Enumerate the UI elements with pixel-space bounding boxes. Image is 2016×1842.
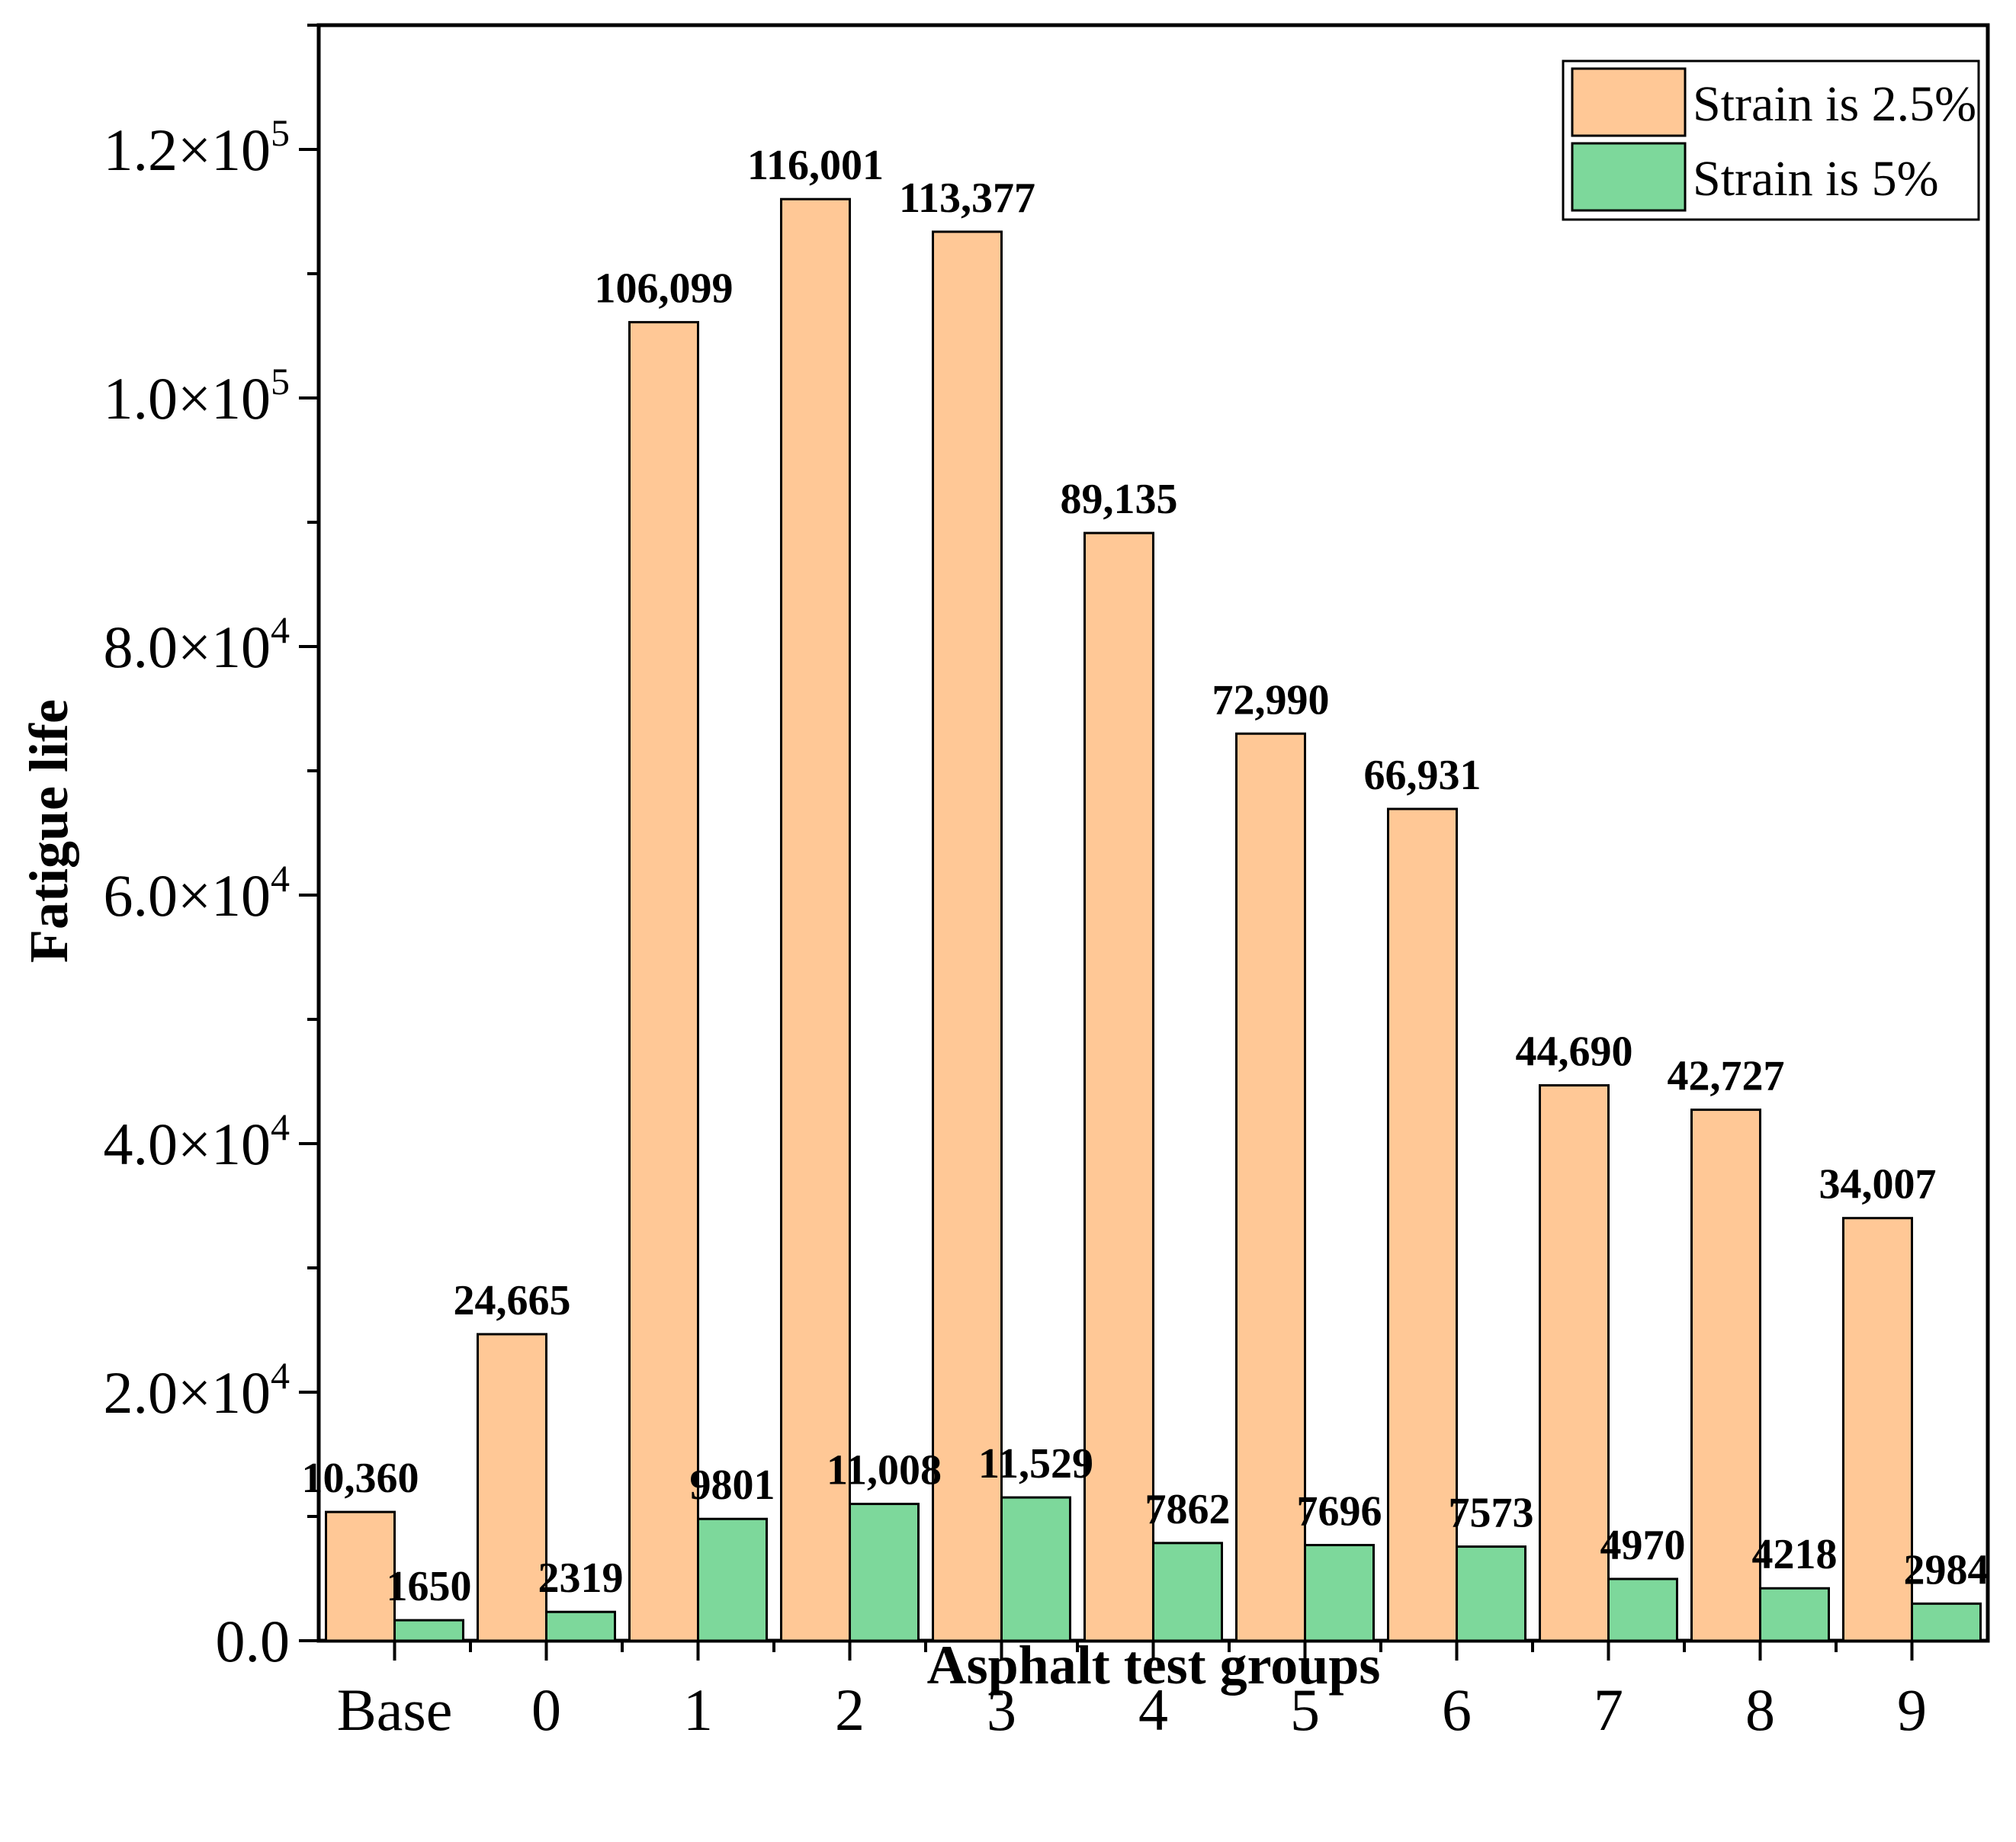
data-label-strain-2-5: 44,690 (1516, 1029, 1633, 1076)
bar-strain-5 (545, 1610, 616, 1642)
x-axis-title: Asphalt test groups (927, 1635, 1381, 1696)
data-label-strain-2-5: 10,360 (302, 1455, 419, 1502)
bar-strain-5 (1759, 1587, 1830, 1642)
bar-strain-2-5 (628, 321, 699, 1642)
bar-strain-5 (1456, 1545, 1526, 1642)
x-tick-label: 6 (1442, 1677, 1472, 1743)
bar-strain-2-5 (780, 197, 851, 1642)
axes: 0.02.0×1044.0×1046.0×1048.0×1041.0×1051.… (104, 23, 1990, 1743)
y-tick-exponent: 4 (271, 1106, 290, 1148)
y-tick-exponent: 5 (271, 111, 290, 154)
bar-strain-2-5 (1842, 1217, 1913, 1642)
y-tick-mantissa: 1.2×10 (104, 117, 271, 183)
bar-strain-5 (1911, 1602, 1982, 1642)
bar-strain-5 (1607, 1577, 1678, 1642)
data-labels: 10,360 1650 24,665 2319 106,099 9801 116,001 11… (302, 142, 1989, 1610)
y-tick-exponent: 4 (271, 1354, 290, 1397)
data-label-strain-5: 2319 (538, 1555, 624, 1602)
bar-strain-2-5 (1083, 531, 1154, 1642)
data-label-strain-5: 9801 (690, 1462, 775, 1509)
bar-strain-2-5 (325, 1510, 396, 1642)
x-tick-label: 2 (835, 1677, 865, 1743)
y-tick-mantissa: 1.0×10 (104, 365, 271, 432)
x-tick-label: 8 (1745, 1677, 1775, 1743)
y-tick-exponent: 4 (271, 608, 290, 651)
y-tick-label: 0.0 (216, 1608, 291, 1674)
legend-swatch (1571, 67, 1687, 137)
y-tick-label: 2.0×104 (104, 1354, 291, 1426)
data-label-strain-2-5: 42,727 (1668, 1053, 1785, 1100)
y-tick-mantissa: 6.0×10 (104, 862, 271, 929)
data-label-strain-5: 7573 (1449, 1490, 1534, 1537)
y-axis-title: Fatigue life (18, 699, 79, 963)
x-tick-label: 0 (531, 1677, 561, 1743)
bar-strain-2-5 (1690, 1109, 1761, 1642)
data-label-strain-2-5: 34,007 (1819, 1161, 1937, 1208)
legend: Strain is 2.5% Strain is 5% (1562, 59, 1980, 221)
data-label-strain-2-5: 66,931 (1364, 752, 1482, 799)
data-label-strain-2-5: 89,135 (1061, 476, 1178, 523)
x-tick-label: 7 (1594, 1677, 1623, 1743)
data-label-strain-2-5: 113,377 (899, 175, 1035, 222)
bar-strain-2-5 (932, 230, 1003, 1642)
data-label-strain-2-5: 116,001 (747, 142, 884, 189)
bar-strain-2-5 (1539, 1084, 1610, 1642)
data-label-strain-2-5: 106,099 (595, 265, 734, 313)
data-label-strain-5: 7862 (1145, 1486, 1231, 1533)
x-tick-label: 5 (1290, 1677, 1320, 1743)
data-label-strain-5: 7696 (1297, 1488, 1382, 1536)
legend-swatch (1571, 142, 1687, 212)
y-tick-label: 6.0×104 (104, 857, 291, 929)
y-tick-exponent: 5 (271, 360, 290, 403)
y-tick-label: 1.0×105 (104, 360, 291, 432)
data-label-strain-2-5: 24,665 (454, 1277, 571, 1324)
y-tick-mantissa: 8.0×10 (104, 614, 271, 680)
y-tick-label: 4.0×104 (104, 1106, 291, 1177)
y-tick-mantissa: 4.0×10 (104, 1111, 271, 1177)
x-tick-label: 1 (683, 1677, 713, 1743)
x-tick-label: Base (337, 1677, 453, 1743)
data-label-strain-5: 2984 (1904, 1546, 1989, 1593)
bar-strain-5 (393, 1619, 464, 1642)
legend-label: Strain is 5% (1693, 151, 1939, 207)
y-tick-exponent: 4 (271, 857, 290, 900)
y-tick-label: 1.2×105 (104, 111, 291, 183)
bar-strain-2-5 (1387, 807, 1458, 1642)
y-tick-mantissa: 0.0 (216, 1608, 291, 1674)
data-label-strain-5: 1650 (387, 1563, 472, 1610)
data-label-strain-5: 11,529 (978, 1440, 1093, 1487)
bar-strain-2-5 (477, 1333, 547, 1642)
bar-strain-5 (849, 1503, 920, 1642)
x-tick-label: 4 (1138, 1677, 1168, 1743)
y-tick-mantissa: 2.0×10 (104, 1359, 271, 1426)
data-label-strain-2-5: 72,990 (1212, 676, 1330, 724)
x-tick-label: 9 (1897, 1677, 1927, 1743)
bars (325, 197, 1982, 1642)
y-tick-label: 8.0×104 (104, 608, 291, 680)
bar-strain-5 (1152, 1542, 1223, 1642)
bar-strain-5 (1000, 1496, 1071, 1642)
legend-label: Strain is 2.5% (1693, 76, 1976, 132)
bar-strain-2-5 (1235, 732, 1306, 1642)
x-tick-label: 3 (987, 1677, 1016, 1743)
data-label-strain-5: 11,008 (827, 1447, 942, 1494)
bar-strain-5 (1304, 1544, 1375, 1642)
data-label-strain-5: 4218 (1752, 1531, 1838, 1578)
data-label-strain-5: 4970 (1600, 1522, 1686, 1569)
bar-strain-5 (697, 1517, 768, 1642)
